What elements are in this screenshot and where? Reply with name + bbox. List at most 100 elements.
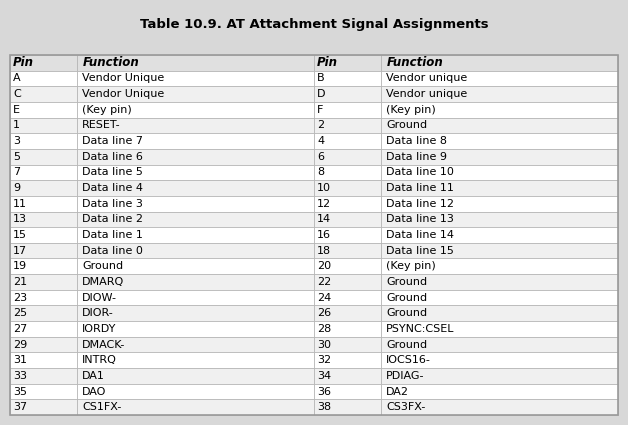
Bar <box>314 306 381 321</box>
Text: F: F <box>317 105 323 115</box>
Text: 37: 37 <box>13 402 27 412</box>
Bar <box>77 133 314 149</box>
Text: Data line 6: Data line 6 <box>82 152 143 162</box>
Text: 36: 36 <box>317 386 331 397</box>
Bar <box>314 243 381 258</box>
Bar <box>77 180 314 196</box>
Bar <box>77 243 314 258</box>
Bar <box>381 227 618 243</box>
Text: Ground: Ground <box>386 308 428 318</box>
Text: Pin: Pin <box>317 57 338 69</box>
Text: 26: 26 <box>317 308 331 318</box>
Bar <box>381 243 618 258</box>
Bar <box>10 337 77 352</box>
Text: Data line 4: Data line 4 <box>82 183 143 193</box>
Text: 9: 9 <box>13 183 20 193</box>
Bar <box>77 400 314 415</box>
Text: Vendor unique: Vendor unique <box>386 89 467 99</box>
Text: DIOW-: DIOW- <box>82 292 117 303</box>
Bar <box>77 352 314 368</box>
Text: Ground: Ground <box>386 340 428 350</box>
Bar <box>10 55 618 415</box>
Text: 16: 16 <box>317 230 331 240</box>
Text: 33: 33 <box>13 371 27 381</box>
Bar <box>77 321 314 337</box>
Bar <box>77 118 314 133</box>
Bar <box>10 86 77 102</box>
Bar <box>314 102 381 118</box>
Text: Data line 3: Data line 3 <box>82 199 143 209</box>
Bar <box>314 400 381 415</box>
Bar <box>10 352 77 368</box>
Bar <box>314 384 381 400</box>
Bar <box>381 164 618 180</box>
Text: Data line 5: Data line 5 <box>82 167 143 177</box>
Text: 18: 18 <box>317 246 331 256</box>
Bar <box>381 337 618 352</box>
Bar <box>10 274 77 290</box>
Text: Data line 15: Data line 15 <box>386 246 454 256</box>
Text: 30: 30 <box>317 340 331 350</box>
Bar <box>77 290 314 306</box>
Bar <box>314 86 381 102</box>
Bar <box>314 212 381 227</box>
Bar <box>381 102 618 118</box>
Text: 23: 23 <box>13 292 27 303</box>
Bar <box>77 164 314 180</box>
Text: IOCS16-: IOCS16- <box>386 355 431 365</box>
Text: 20: 20 <box>317 261 331 271</box>
Text: Ground: Ground <box>386 120 428 130</box>
Bar <box>381 196 618 212</box>
Bar <box>77 86 314 102</box>
Text: 14: 14 <box>317 214 331 224</box>
Text: Data line 8: Data line 8 <box>386 136 447 146</box>
Text: Vendor unique: Vendor unique <box>386 74 467 83</box>
Text: DMACK-: DMACK- <box>82 340 126 350</box>
Text: (Key pin): (Key pin) <box>82 105 132 115</box>
Bar <box>381 274 618 290</box>
Bar <box>77 274 314 290</box>
Text: 13: 13 <box>13 214 27 224</box>
Text: 1: 1 <box>13 120 20 130</box>
Bar <box>10 118 77 133</box>
Text: RESET-: RESET- <box>82 120 121 130</box>
Bar <box>314 118 381 133</box>
Text: 10: 10 <box>317 183 331 193</box>
Bar <box>314 196 381 212</box>
Text: 2: 2 <box>317 120 324 130</box>
Text: Vendor Unique: Vendor Unique <box>82 74 165 83</box>
Text: PDIAG-: PDIAG- <box>386 371 425 381</box>
Bar <box>381 400 618 415</box>
Bar <box>10 243 77 258</box>
Text: CS3FX-: CS3FX- <box>386 402 426 412</box>
Bar <box>381 368 618 384</box>
Text: (Key pin): (Key pin) <box>386 261 436 271</box>
Text: Vendor Unique: Vendor Unique <box>82 89 165 99</box>
Text: Data line 9: Data line 9 <box>386 152 447 162</box>
Bar <box>381 133 618 149</box>
Text: 8: 8 <box>317 167 324 177</box>
Text: Data line 13: Data line 13 <box>386 214 454 224</box>
Text: CS1FX-: CS1FX- <box>82 402 122 412</box>
Text: 11: 11 <box>13 199 27 209</box>
Text: (Key pin): (Key pin) <box>386 105 436 115</box>
Text: C: C <box>13 89 21 99</box>
Text: 35: 35 <box>13 386 27 397</box>
Bar <box>77 368 314 384</box>
Text: Ground: Ground <box>386 277 428 287</box>
Bar <box>314 55 381 71</box>
Bar <box>10 290 77 306</box>
Bar <box>381 149 618 164</box>
Bar <box>314 337 381 352</box>
Bar <box>10 102 77 118</box>
Text: 32: 32 <box>317 355 331 365</box>
Text: Data line 10: Data line 10 <box>386 167 454 177</box>
Text: 15: 15 <box>13 230 27 240</box>
Bar <box>77 227 314 243</box>
Text: 17: 17 <box>13 246 27 256</box>
Text: Data line 12: Data line 12 <box>386 199 454 209</box>
Bar <box>381 306 618 321</box>
Bar <box>381 352 618 368</box>
Bar <box>314 180 381 196</box>
Bar <box>314 352 381 368</box>
